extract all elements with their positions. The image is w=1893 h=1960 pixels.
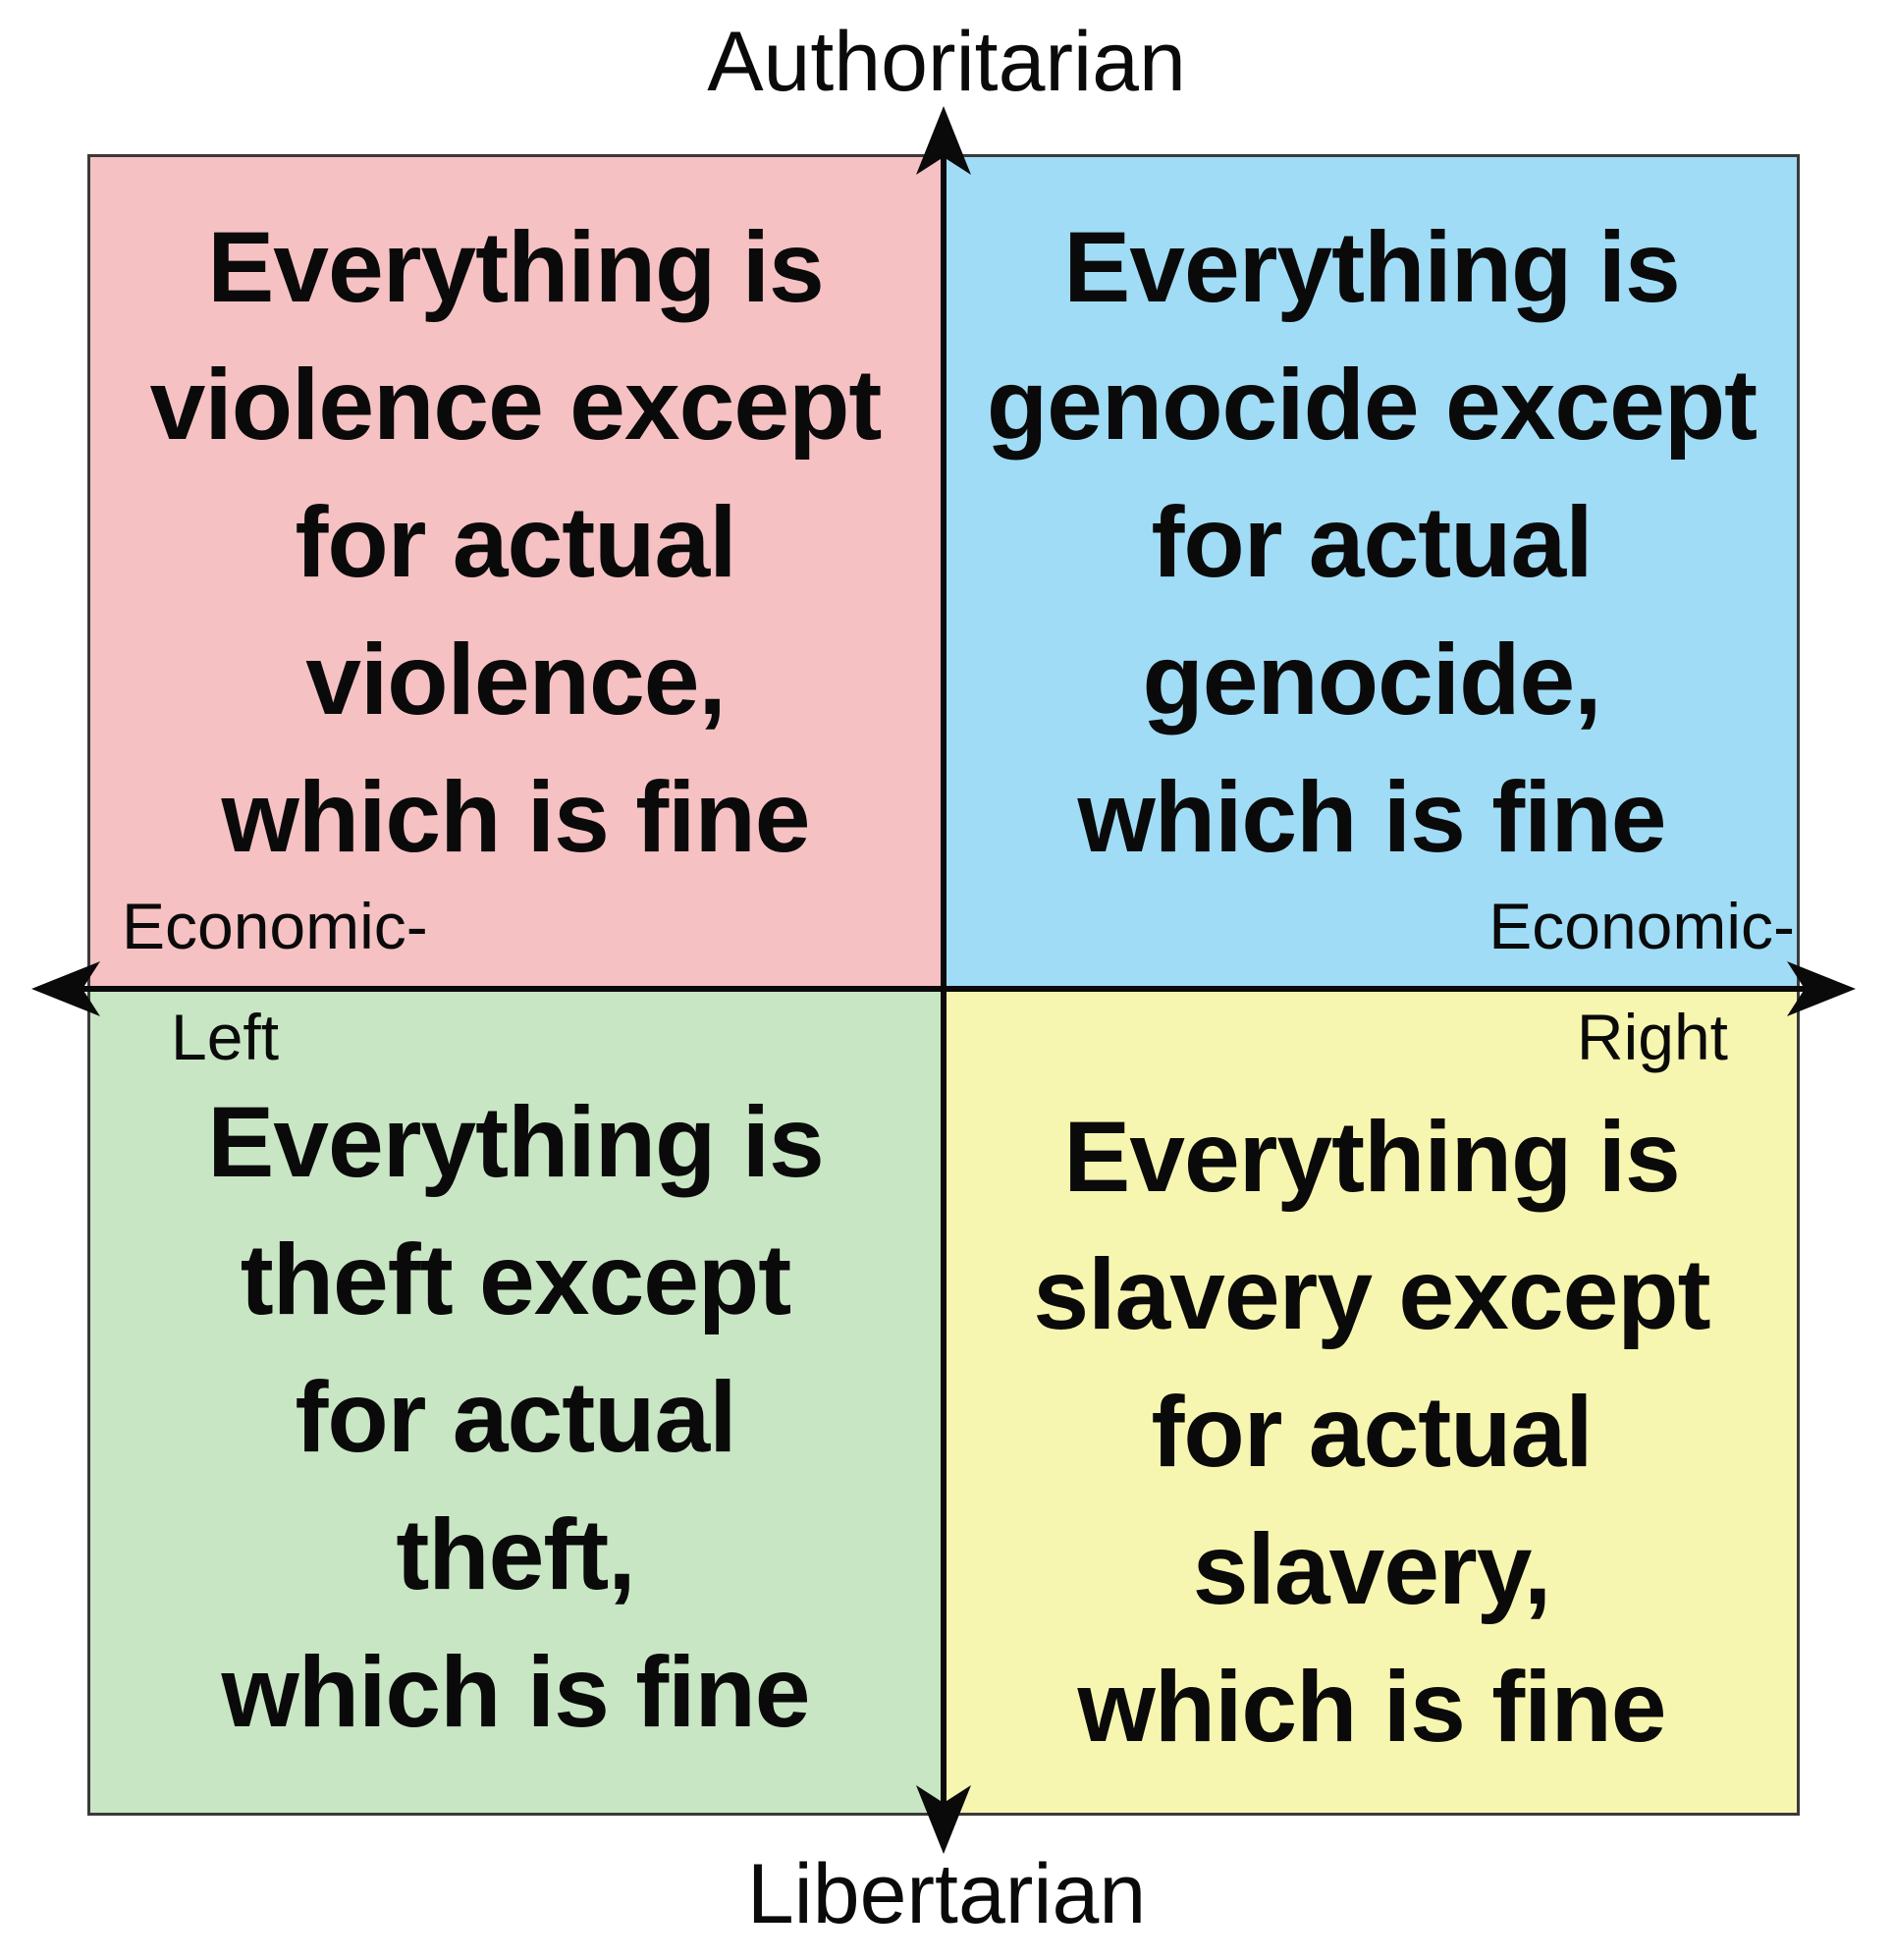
- text-line: Everything is: [207, 211, 825, 323]
- axis-label-economic-left-line2: Left: [171, 1001, 280, 1073]
- text-line: genocide,: [1142, 624, 1601, 735]
- text-line: genocide except: [986, 349, 1758, 461]
- text-line: slavery,: [1192, 1513, 1551, 1625]
- text-line: which is fine: [221, 1636, 810, 1748]
- axis-label-libertarian: Libertarian: [746, 1847, 1147, 1941]
- quadrant-top-left-text: Everything is violence except for actual…: [149, 198, 883, 886]
- text-line: which is fine: [1077, 1651, 1666, 1763]
- quadrant-bottom-left-text: Everything is theft except for actual th…: [207, 1073, 825, 1761]
- quadrant-bottom-left: Everything is theft except for actual th…: [87, 989, 944, 1816]
- quadrant-bottom-right: Everything is slavery except for actual …: [944, 989, 1800, 1816]
- axis-label-authoritarian: Authoritarian: [707, 15, 1186, 109]
- quadrant-bottom-right-text: Everything is slavery except for actual …: [1033, 1088, 1710, 1775]
- text-line: for actual: [295, 1361, 736, 1473]
- text-line: theft,: [396, 1498, 635, 1610]
- text-line: violence,: [305, 624, 727, 735]
- text-line: for actual: [1151, 486, 1593, 598]
- quadrant-top-right-text: Everything is genocide except for actual…: [986, 198, 1758, 886]
- text-line: theft except: [240, 1224, 791, 1335]
- axis-label-economic-right-line2: Right: [1576, 1001, 1728, 1073]
- quadrant-top-right: Everything is genocide except for actual…: [944, 154, 1800, 989]
- axis-label-economic-right-line1: Economic-: [1488, 890, 1795, 962]
- text-line: for actual: [295, 486, 736, 598]
- text-line: Everything is: [1063, 1101, 1681, 1213]
- text-line: Everything is: [1063, 211, 1681, 323]
- text-line: Everything is: [207, 1086, 825, 1198]
- text-line: violence except: [149, 349, 883, 461]
- text-line: which is fine: [1077, 761, 1666, 873]
- text-line: slavery except: [1033, 1238, 1710, 1350]
- axis-label-economic-left-line1: Economic-: [122, 890, 428, 962]
- quadrant-top-left: Everything is violence except for actual…: [87, 154, 944, 989]
- text-line: for actual: [1151, 1376, 1593, 1488]
- text-line: which is fine: [221, 761, 810, 873]
